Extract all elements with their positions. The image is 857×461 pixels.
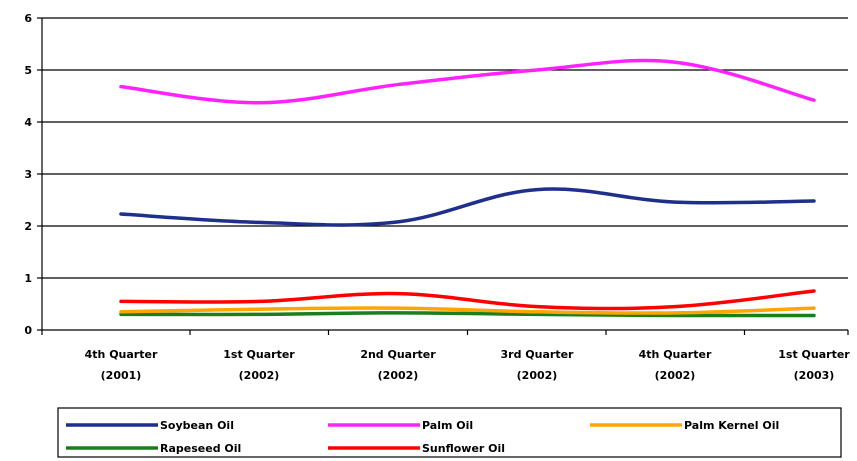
x-category-label: 4th Quarter [85, 348, 158, 361]
x-category-label: (2001) [101, 369, 142, 382]
category-labels: 4th Quarter (2001) 1st Quarter (2002) 2nd Qu… [85, 348, 851, 382]
series-line-soybean-oil [119, 187, 816, 227]
x-category-label: (2002) [239, 369, 280, 382]
y-tick-label: 6 [24, 12, 32, 25]
series-line-palm-kernel-oil [119, 306, 816, 315]
x-category-label: 2nd Quarter [360, 348, 436, 361]
y-tick-label: 3 [24, 168, 32, 181]
y-tick-label: 4 [24, 116, 32, 129]
x-category-label: 3rd Quarter [501, 348, 575, 361]
series-line-sunflower-oil [119, 289, 816, 311]
x-category-label: 1st Quarter [778, 348, 850, 361]
series-line-palm-oil [119, 58, 816, 105]
legend-box [57, 407, 842, 458]
legend-label: Rapeseed Oil [160, 442, 241, 455]
y-tick-label: 5 [24, 64, 32, 77]
y-tick-label: 0 [24, 324, 32, 337]
x-category-label: (2002) [517, 369, 558, 382]
series-line-rapeseed-oil [119, 311, 816, 318]
series-lines [119, 58, 816, 318]
x-category-label: 1st Quarter [223, 348, 295, 361]
x-category-label: 4th Quarter [639, 348, 712, 361]
x-category-label: (2003) [794, 369, 835, 382]
x-category-label: (2002) [655, 369, 696, 382]
y-tick-label: 1 [24, 272, 32, 285]
gridlines [42, 17, 848, 279]
legend-label: Palm Kernel Oil [684, 419, 779, 432]
axes: 0 1 2 3 4 5 6 [24, 12, 849, 337]
y-tick-label: 2 [24, 220, 32, 233]
legend-label: Palm Oil [422, 419, 473, 432]
legend-label: Soybean Oil [160, 419, 234, 432]
legend-label: Sunflower Oil [422, 442, 505, 455]
x-category-label: (2002) [378, 369, 419, 382]
legend: Soybean Oil Palm Oil Palm Kernel Oil Rapese… [57, 407, 842, 458]
